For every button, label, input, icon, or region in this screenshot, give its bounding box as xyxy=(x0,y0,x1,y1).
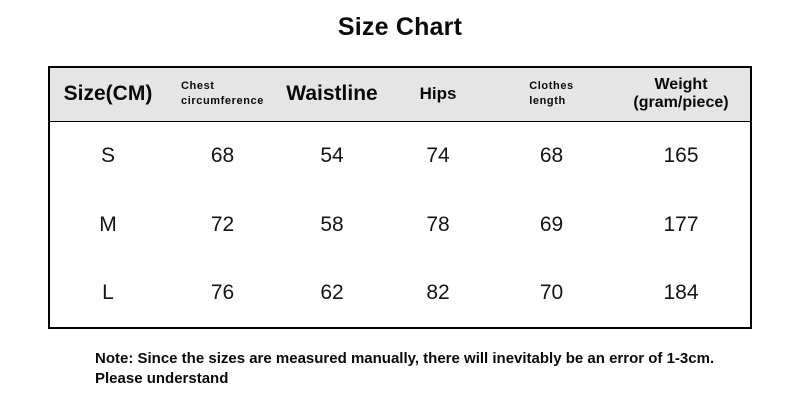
chest-header-lines: Chest circumference xyxy=(181,79,264,109)
column-header-chest-circumference: Chest circumference xyxy=(166,67,279,122)
value-cell-clothes-length: 70 xyxy=(539,281,564,304)
size-cell: S xyxy=(100,143,115,167)
table-row-m: M 72 58 78 69 177 xyxy=(49,190,751,259)
size-cell: L xyxy=(102,281,114,304)
table-row-l: L 76 62 82 70 184 xyxy=(49,259,751,328)
note-line2: Please understand xyxy=(95,369,229,387)
value-cell-weight: 184 xyxy=(663,281,699,304)
column-header-waistline: Waistline xyxy=(279,67,385,122)
size-chart-page: Size Chart Size(CM) Chest circumference W… xyxy=(0,13,800,417)
size-chart-table: Size(CM) Chest circumference Waistline Hi… xyxy=(48,66,752,329)
value-cell-waistline: 62 xyxy=(320,281,344,304)
value-cell-hips: 78 xyxy=(426,212,450,236)
page-title: Size Chart xyxy=(337,13,463,41)
chest-header-line1: Chest xyxy=(180,80,215,93)
note-text: Note: Since the sizes are measured manua… xyxy=(95,349,735,389)
table-row-s: S 68 54 74 68 165 xyxy=(49,121,751,190)
chest-header-line2: circumference xyxy=(180,95,264,108)
value-cell-waistline: 54 xyxy=(320,143,344,167)
value-cell-waistline: 58 xyxy=(320,212,344,236)
column-header-hips: Hips xyxy=(385,67,491,122)
value-cell-chest: 72 xyxy=(210,212,235,236)
clothes-header-lines: Clothes length xyxy=(529,79,574,109)
column-header-clothes-length: Clothes length xyxy=(491,67,612,122)
value-cell-clothes-length: 68 xyxy=(539,143,564,167)
value-cell-weight: 177 xyxy=(663,212,699,236)
table-header-row: Size(CM) Chest circumference Waistline Hi… xyxy=(49,67,751,122)
clothes-header-line1: Clothes xyxy=(529,80,574,93)
value-cell-hips: 82 xyxy=(426,281,450,304)
clothes-header-line2: length xyxy=(529,95,566,108)
note-line1: Note: Since the sizes are measured manua… xyxy=(95,350,715,367)
column-header-size: Size(CM) xyxy=(49,67,166,122)
size-cell: M xyxy=(99,212,117,236)
value-cell-chest: 68 xyxy=(210,143,235,167)
value-cell-hips: 74 xyxy=(426,143,450,167)
value-cell-chest: 76 xyxy=(210,281,235,304)
value-cell-weight: 165 xyxy=(663,143,699,167)
column-header-weight: Weight (gram/piece) xyxy=(612,67,751,122)
value-cell-clothes-length: 69 xyxy=(539,212,564,236)
